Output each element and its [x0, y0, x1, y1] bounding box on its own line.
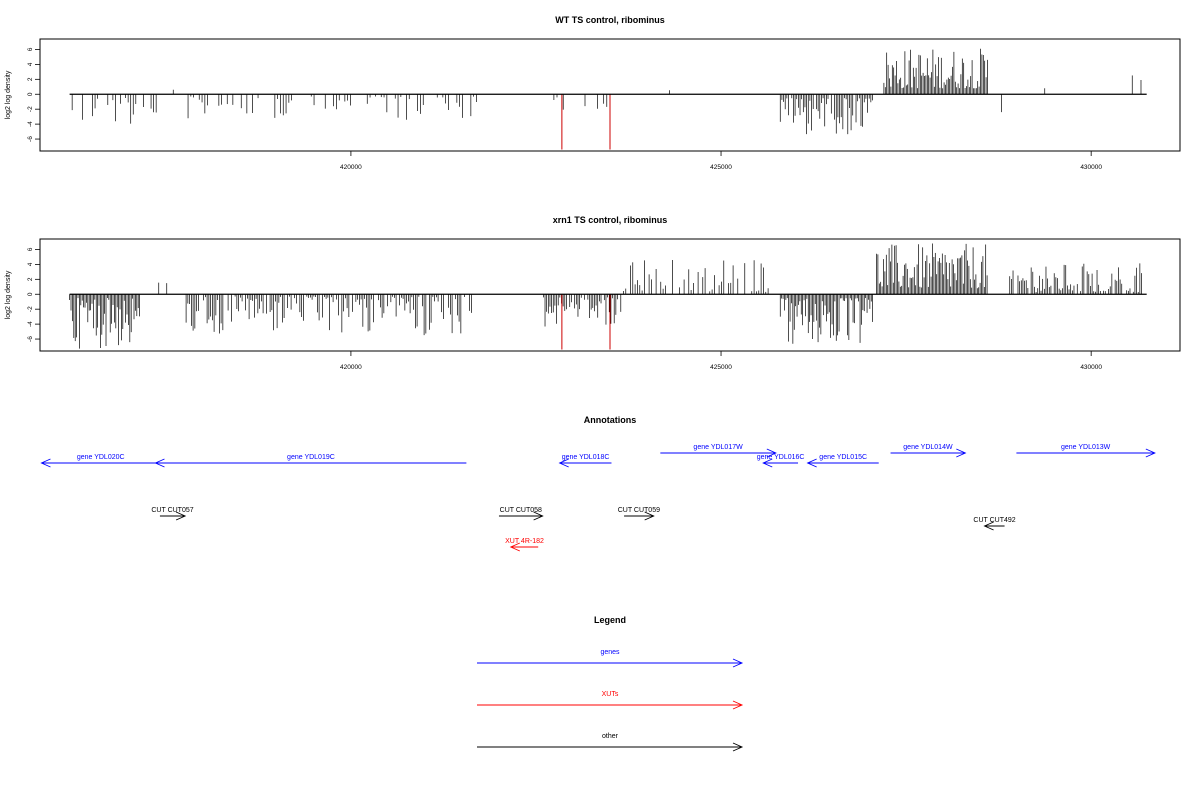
x-tick-label: 420000: [340, 364, 362, 371]
y-tick-label: 4: [27, 262, 34, 266]
legend-item: XUTs: [477, 691, 744, 710]
x-tick-label: 430000: [1080, 164, 1102, 171]
feature-label: CUT CUT058: [500, 507, 542, 514]
annotation-feature: CUT CUT492: [973, 517, 1016, 531]
legend-arrowhead-icon: [732, 658, 744, 668]
annotation-feature: gene YDL019C: [154, 454, 467, 468]
annotation-feature: CUT CUT057: [151, 507, 194, 521]
feature-arrowhead-icon: [644, 511, 655, 521]
chart-title: xrn1 TS control, ribominus: [553, 215, 668, 225]
feature-label: CUT CUT059: [618, 507, 660, 514]
plot-frame: [39, 38, 1181, 152]
legend-label: genes: [600, 649, 620, 656]
legend-label: other: [602, 733, 619, 740]
y-tick-label: -6: [27, 136, 34, 142]
annotations-title: Annotations: [584, 415, 637, 425]
y-tick-label: 0: [27, 292, 34, 296]
annotation-feature: gene YDL017W: [660, 444, 777, 458]
feature-label: gene YDL016C: [757, 454, 805, 461]
chart-title: WT TS control, ribominus: [555, 15, 665, 25]
y-tick-label: -4: [27, 121, 34, 127]
y-axis-label: log2 log density: [5, 270, 12, 319]
annotation-feature: gene YDL014W: [890, 444, 967, 458]
feature-label: gene YDL017W: [693, 444, 743, 451]
feature-label: gene YDL013W: [1061, 444, 1111, 451]
y-tick-label: 6: [27, 47, 34, 51]
legend-arrowhead-icon: [732, 700, 744, 710]
annotation-feature: gene YDL016C: [757, 454, 805, 468]
legend-arrowhead-icon: [732, 742, 744, 752]
x-tick-label: 425000: [710, 364, 732, 371]
legend-title: Legend: [594, 615, 626, 625]
feature-label: CUT CUT057: [151, 507, 193, 514]
annotation-feature: CUT CUT058: [498, 507, 544, 521]
x-tick-label: 425000: [710, 164, 732, 171]
feature-label: gene YDL019C: [287, 454, 335, 461]
feature-label: XUT 4R-182: [505, 538, 544, 545]
legend-item: genes: [477, 649, 744, 668]
feature-arrowhead-icon: [983, 521, 994, 531]
y-tick-label: -2: [27, 306, 34, 312]
annotations-track: Annotations gene YDL020C gene YDL019C gene…: [40, 415, 1156, 552]
y-axis-label: log2 log density: [5, 70, 12, 119]
feature-arrowhead-icon: [1145, 448, 1156, 458]
y-tick-label: 2: [27, 277, 34, 281]
feature-arrowhead-icon: [956, 448, 967, 458]
feature-arrowhead-icon: [762, 458, 773, 468]
annotation-feature: CUT CUT059: [618, 507, 660, 521]
y-tick-label: 4: [27, 62, 34, 66]
feature-arrowhead-icon: [558, 458, 569, 468]
legend-label: XUTs: [602, 691, 619, 698]
annotation-feature: gene YDL020C: [40, 454, 160, 468]
feature-arrowhead-icon: [766, 448, 777, 458]
y-tick-label: 0: [27, 92, 34, 96]
y-tick-label: -4: [27, 321, 34, 327]
y-tick-label: -6: [27, 336, 34, 342]
wt-density-panel: WT TS control, ribominus log2 log densit…: [5, 15, 1181, 171]
x-tick-label: 430000: [1080, 364, 1102, 371]
annotation-feature: gene YDL015C: [806, 454, 879, 468]
y-tick-label: 2: [27, 77, 34, 81]
feature-arrowhead-icon: [154, 458, 165, 468]
annotation-feature: gene YDL018C: [558, 454, 612, 468]
feature-label: gene YDL014W: [903, 444, 953, 451]
feature-arrowhead-icon: [40, 458, 51, 468]
feature-label: CUT CUT492: [973, 517, 1015, 524]
feature-label: gene YDL020C: [77, 454, 125, 461]
annotation-feature: XUT 4R-182: [505, 538, 544, 552]
y-tick-label: 6: [27, 247, 34, 251]
plot-frame: [39, 238, 1181, 352]
feature-arrowhead-icon: [533, 511, 544, 521]
y-tick-label: -2: [27, 106, 34, 112]
feature-label: gene YDL015C: [819, 454, 867, 461]
feature-label: gene YDL018C: [562, 454, 610, 461]
annotation-feature: gene YDL013W: [1016, 444, 1156, 458]
x-tick-label: 420000: [340, 164, 362, 171]
xrn1-density-panel: xrn1 TS control, ribominus log2 log dens…: [5, 215, 1181, 371]
legend-item: other: [477, 733, 744, 752]
feature-arrowhead-icon: [175, 511, 187, 521]
feature-arrowhead-icon: [806, 458, 817, 468]
feature-arrowhead-icon: [509, 542, 520, 552]
legend: Legend genes XUTs other: [477, 615, 744, 752]
